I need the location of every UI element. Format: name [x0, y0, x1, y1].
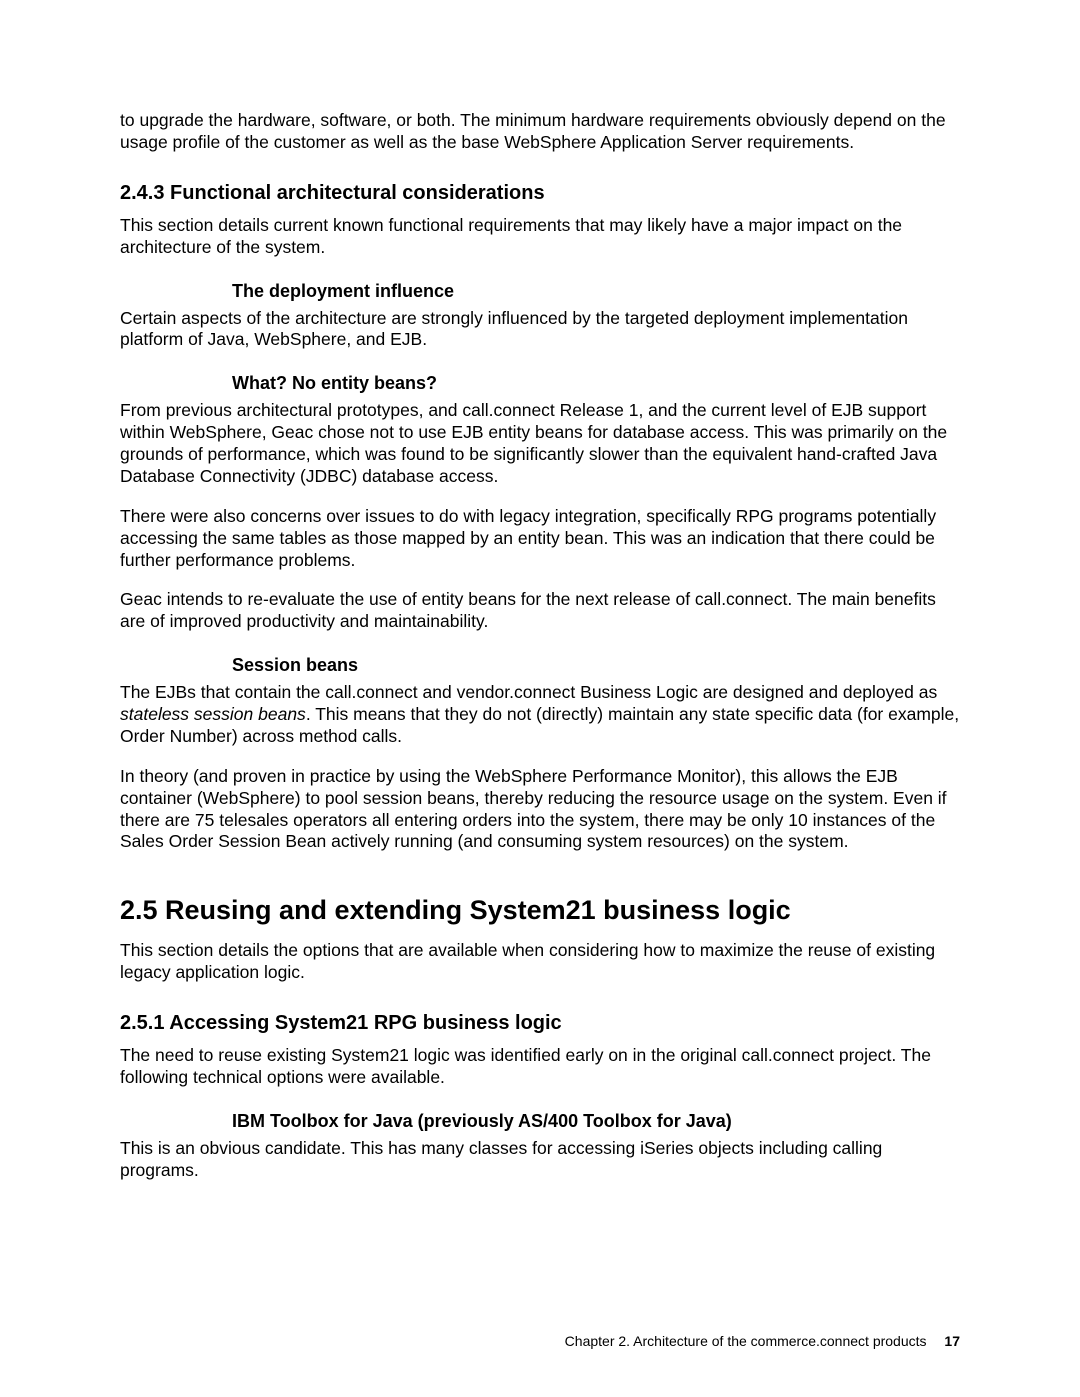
paragraph: There were also concerns over issues to …	[120, 506, 960, 572]
document-page: to upgrade the hardware, software, or bo…	[0, 0, 1080, 1397]
intro-paragraph: to upgrade the hardware, software, or bo…	[120, 110, 960, 154]
page-footer: Chapter 2. Architecture of the commerce.…	[565, 1333, 960, 1349]
paragraph: This is an obvious candidate. This has m…	[120, 1138, 960, 1182]
footer-page-number: 17	[944, 1333, 960, 1349]
paragraph: Certain aspects of the architecture are …	[120, 308, 960, 352]
paragraph: In theory (and proven in practice by usi…	[120, 766, 960, 854]
heading-no-entity-beans: What? No entity beans?	[232, 373, 960, 394]
heading-2-5: 2.5 Reusing and extending System21 busin…	[120, 895, 960, 926]
heading-2-5-1: 2.5.1 Accessing System21 RPG business lo…	[120, 1012, 960, 1035]
footer-chapter-text: Chapter 2. Architecture of the commerce.…	[565, 1333, 927, 1349]
text-emphasis: stateless session beans	[120, 704, 306, 724]
paragraph: From previous architectural prototypes, …	[120, 400, 960, 488]
paragraph: The need to reuse existing System21 logi…	[120, 1045, 960, 1089]
paragraph: This section details current known funct…	[120, 215, 960, 259]
heading-ibm-toolbox: IBM Toolbox for Java (previously AS/400 …	[232, 1111, 960, 1132]
paragraph-session-1: The EJBs that contain the call.connect a…	[120, 682, 960, 748]
paragraph: This section details the options that ar…	[120, 940, 960, 984]
heading-deployment-influence: The deployment influence	[232, 281, 960, 302]
paragraph: Geac intends to re-evaluate the use of e…	[120, 589, 960, 633]
heading-2-4-3: 2.4.3 Functional architectural considera…	[120, 182, 960, 205]
text-run: The EJBs that contain the call.connect a…	[120, 682, 937, 702]
heading-session-beans: Session beans	[232, 655, 960, 676]
